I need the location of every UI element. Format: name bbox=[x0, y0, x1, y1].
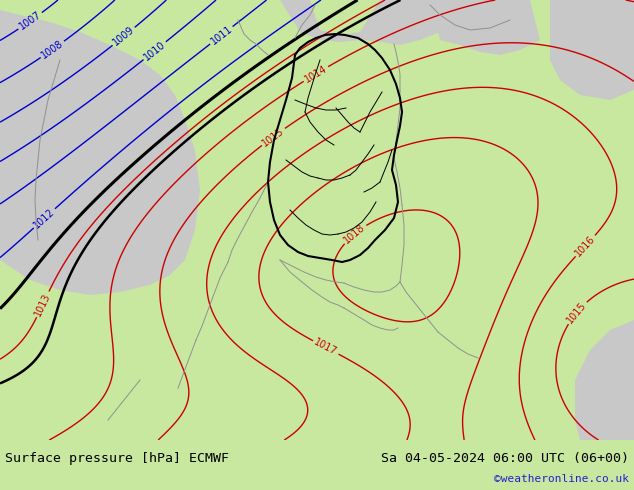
Text: 1015: 1015 bbox=[565, 300, 588, 325]
Text: 1014: 1014 bbox=[303, 63, 329, 84]
Text: 1011: 1011 bbox=[209, 24, 234, 47]
Text: 1016: 1016 bbox=[573, 234, 597, 258]
Text: 1012: 1012 bbox=[32, 206, 57, 230]
Polygon shape bbox=[575, 320, 634, 440]
Polygon shape bbox=[550, 0, 634, 100]
Text: Sa 04-05-2024 06:00 UTC (06+00): Sa 04-05-2024 06:00 UTC (06+00) bbox=[381, 452, 629, 465]
Text: 1007: 1007 bbox=[17, 10, 43, 32]
Text: 1015: 1015 bbox=[261, 125, 286, 148]
Text: 1010: 1010 bbox=[142, 39, 167, 62]
Text: 1013: 1013 bbox=[33, 291, 53, 318]
Polygon shape bbox=[0, 0, 200, 295]
Text: 1009: 1009 bbox=[111, 25, 136, 48]
Text: 1017: 1017 bbox=[313, 337, 339, 358]
Text: ©weatheronline.co.uk: ©weatheronline.co.uk bbox=[494, 474, 629, 484]
Text: 1018: 1018 bbox=[342, 222, 367, 245]
Polygon shape bbox=[270, 0, 440, 45]
Text: Surface pressure [hPa] ECMWF: Surface pressure [hPa] ECMWF bbox=[5, 452, 229, 465]
Polygon shape bbox=[430, 0, 540, 55]
Text: 1008: 1008 bbox=[39, 38, 65, 61]
